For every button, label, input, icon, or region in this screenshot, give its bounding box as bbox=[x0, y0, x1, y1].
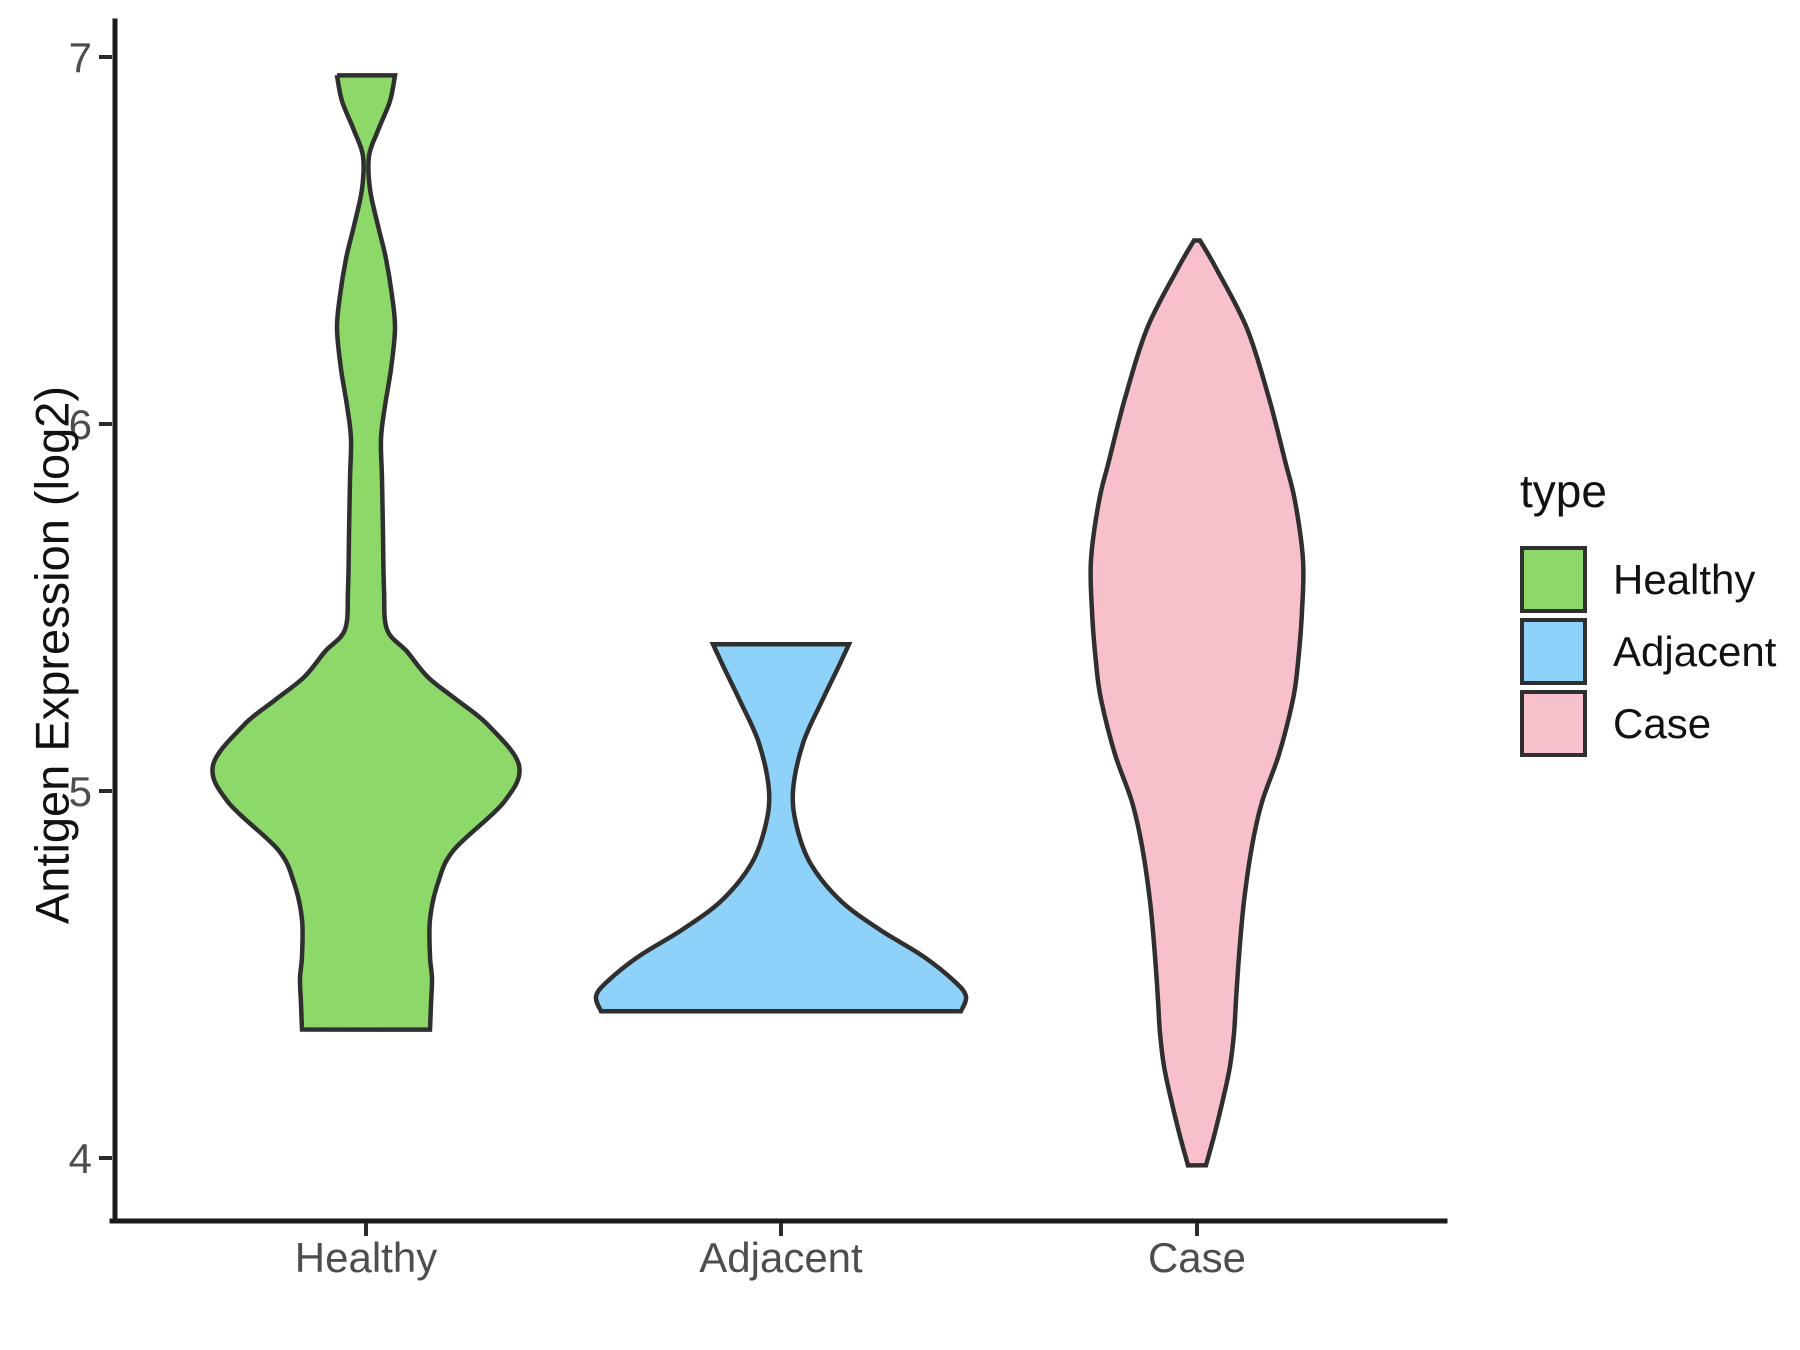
y-tick-label: 7 bbox=[69, 34, 92, 81]
x-category-label-case: Case bbox=[1148, 1234, 1246, 1281]
legend-label: Healthy bbox=[1613, 555, 1756, 603]
violin-healthy bbox=[210, 73, 522, 1032]
legend-row-healthy: Healthy bbox=[1520, 546, 1776, 613]
y-tick-label: 5 bbox=[69, 768, 92, 815]
violins-group bbox=[210, 73, 1306, 1168]
ticks-group bbox=[99, 55, 1199, 1236]
legend-key-swatch bbox=[1520, 618, 1587, 685]
violin-adjacent bbox=[593, 641, 969, 1014]
x-category-label-adjacent: Adjacent bbox=[699, 1234, 863, 1281]
legend-label: Adjacent bbox=[1613, 627, 1777, 675]
y-axis-title: Antigen Expression (log2) bbox=[25, 385, 79, 925]
legend-title: type bbox=[1520, 465, 1607, 517]
axes-group bbox=[109, 18, 1448, 1224]
x-category-label-healthy: Healthy bbox=[295, 1234, 437, 1281]
legend-label: Case bbox=[1613, 699, 1712, 747]
tick-labels-group: 4 5 6 7 Healthy Adjacent Case bbox=[69, 34, 1246, 1281]
legend-row-case: Case bbox=[1520, 690, 1776, 757]
y-tick-label: 6 bbox=[69, 401, 92, 448]
legend: type Healthy Adjacent Case bbox=[1520, 468, 1776, 762]
violin-case bbox=[1088, 238, 1306, 1168]
y-tick-label: 4 bbox=[69, 1135, 92, 1182]
legend-key-swatch bbox=[1520, 690, 1587, 757]
legend-row-adjacent: Adjacent bbox=[1520, 618, 1776, 685]
legend-key-swatch bbox=[1520, 546, 1587, 613]
legend-items: Healthy Adjacent Case bbox=[1520, 546, 1776, 757]
